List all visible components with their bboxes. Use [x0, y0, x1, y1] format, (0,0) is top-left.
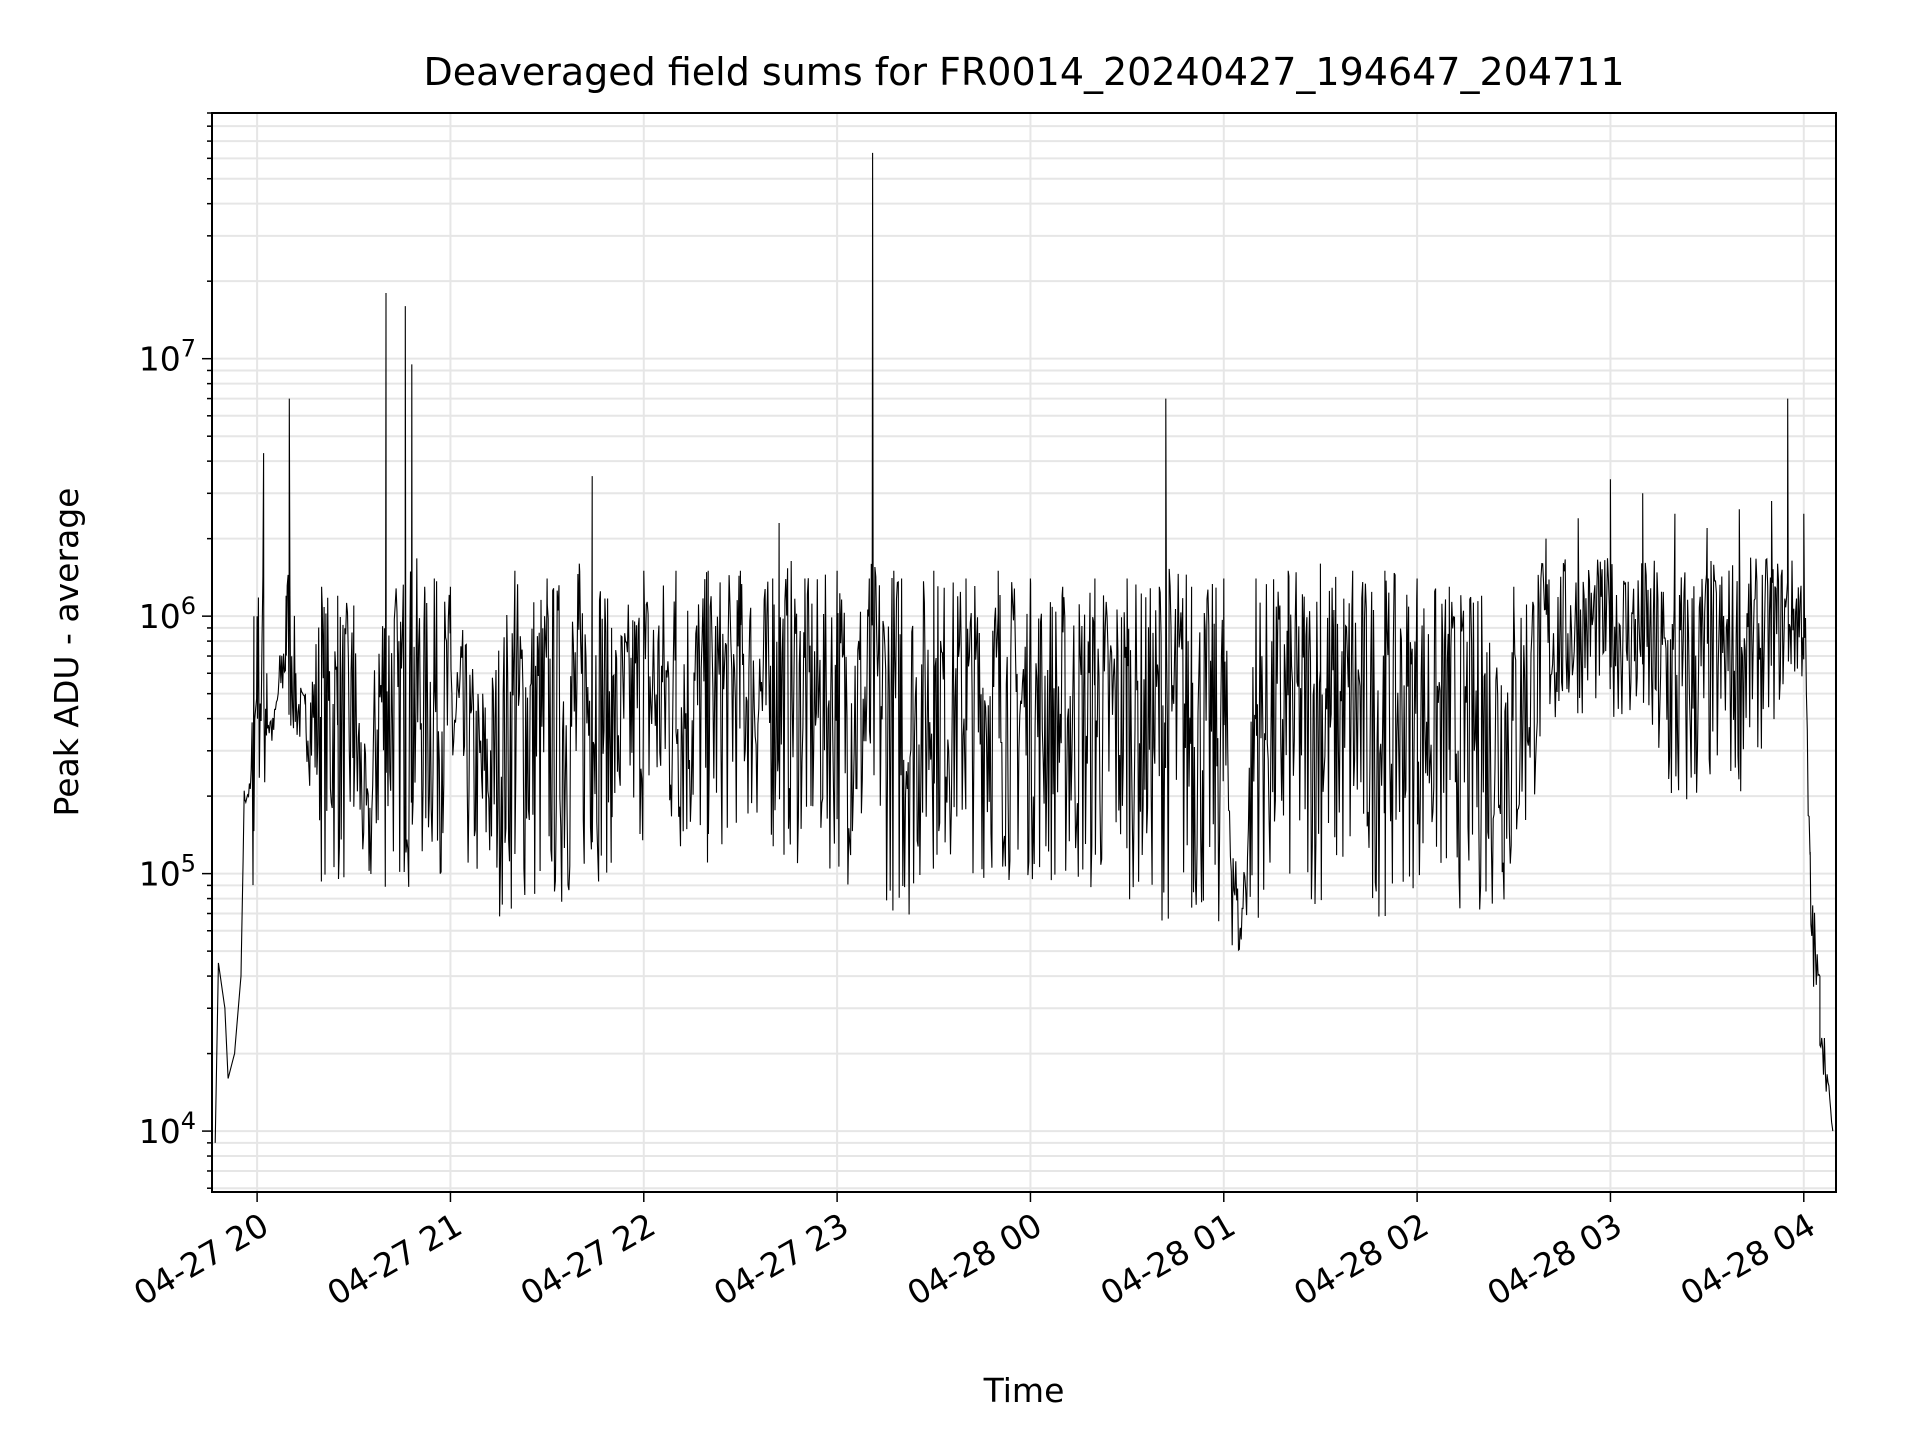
- x-axis-title: Time: [983, 1371, 1065, 1410]
- y-tick-label: 106: [139, 592, 196, 636]
- y-axis-title: Peak ADU - average: [47, 488, 86, 817]
- y-tick-label: 107: [139, 335, 196, 379]
- series-layer: [214, 152, 1834, 1143]
- y-tick-label: 104: [139, 1107, 196, 1151]
- y-axis: 104 105 106 107: [139, 112, 212, 1189]
- y-tick-label: 105: [139, 850, 196, 894]
- plot-frame: [211, 112, 1837, 1193]
- series-line: [214, 152, 1834, 1143]
- chart-title: Deaveraged field sums for FR0014_2024042…: [423, 50, 1624, 94]
